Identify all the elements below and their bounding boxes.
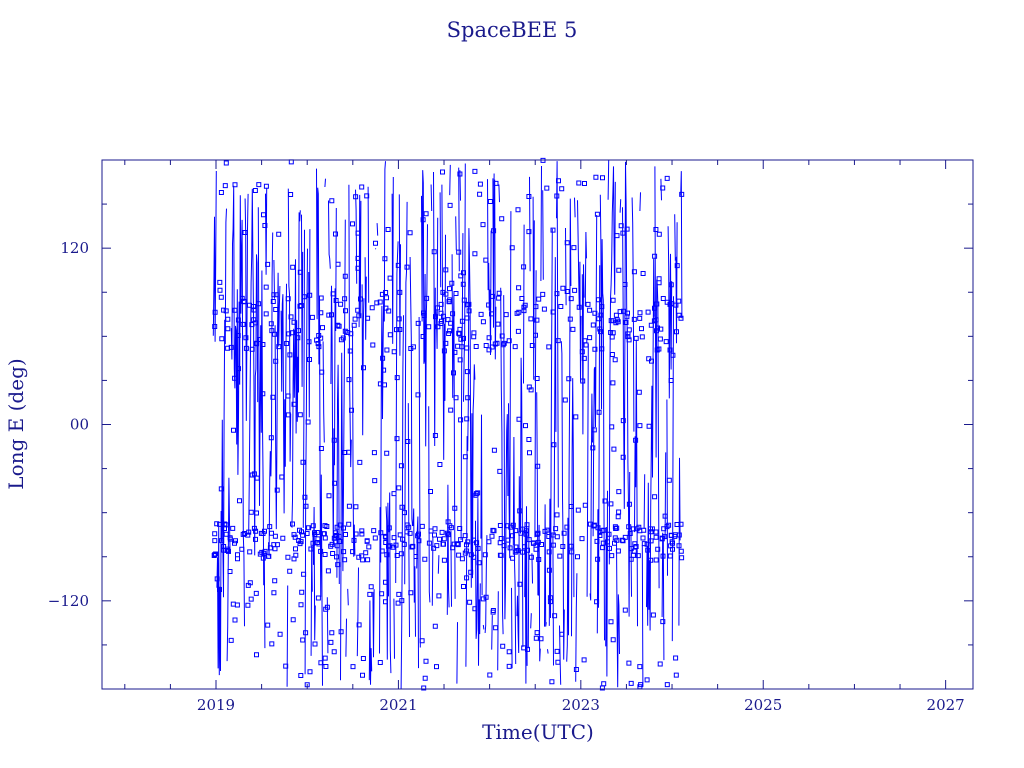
- x-axis-label: Time(UTC): [482, 720, 594, 744]
- x-tick-label: 2023: [562, 696, 600, 714]
- x-tick-label: 2025: [744, 696, 782, 714]
- series-markers: [211, 157, 685, 691]
- axis-layer: 2019 2021 2023 2025 2027 120 00 −120: [48, 160, 973, 714]
- chart-title: SpaceBEE 5: [447, 18, 578, 42]
- data-layer: [211, 157, 685, 691]
- x-tick-label: 2021: [379, 696, 417, 714]
- y-tick-label: 120: [60, 239, 89, 257]
- y-tick-label: −120: [48, 592, 89, 610]
- y-axis-label: Long E (deg): [4, 358, 28, 489]
- y-tick-label: 00: [70, 416, 89, 434]
- x-tick-label: 2027: [927, 696, 965, 714]
- x-tick-label: 2019: [197, 696, 235, 714]
